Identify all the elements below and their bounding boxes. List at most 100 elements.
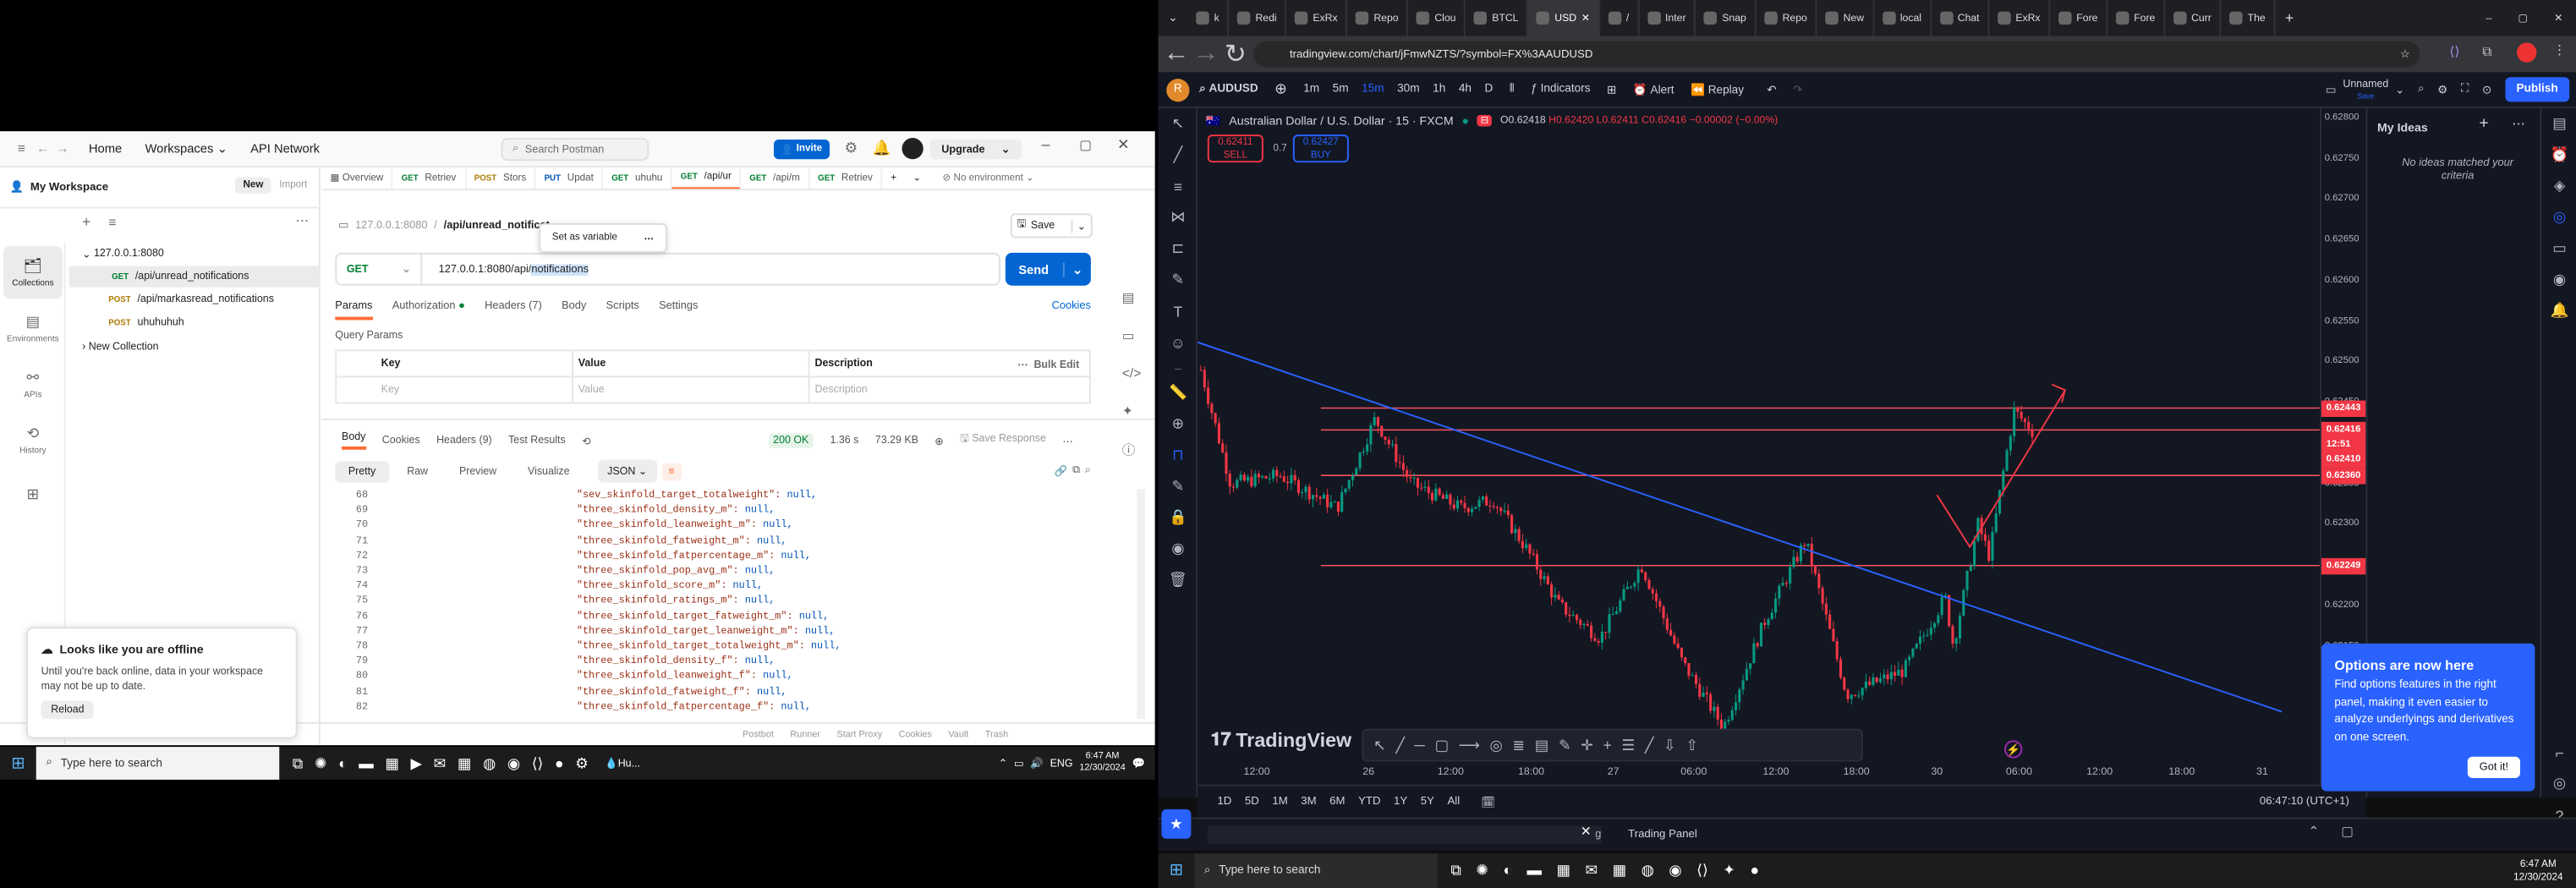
layout-name[interactable]: ▭ Unnamed Save ⌄ bbox=[2325, 78, 2405, 100]
postman-icon[interactable]: ● bbox=[554, 754, 564, 771]
interval-option[interactable]: 4h bbox=[1458, 83, 1472, 96]
tab-request[interactable]: GET uhuhu bbox=[604, 167, 673, 189]
tab-scripts[interactable]: Scripts bbox=[606, 300, 639, 312]
reload-button[interactable]: Reload bbox=[41, 700, 95, 720]
symbol-search[interactable]: ⌕ AUDUSD bbox=[1199, 83, 1258, 96]
close-icon[interactable]: ✕ bbox=[1580, 824, 1592, 839]
object-tree-icon[interactable]: ◈ bbox=[2553, 177, 2566, 195]
tradingview-logo[interactable]: 𝟏𝟕 TradingView bbox=[1211, 729, 1351, 752]
store-icon[interactable]: ▦ bbox=[385, 754, 399, 771]
eye-icon[interactable]: ◉ bbox=[1171, 540, 1185, 556]
magnet-icon[interactable]: ⊓ bbox=[1172, 446, 1184, 463]
new-tab-icon[interactable]: + bbox=[2285, 9, 2294, 27]
more-icon[interactable]: ⋯ bbox=[644, 233, 655, 244]
trading-panel-label[interactable]: Trading Panel bbox=[1628, 829, 1697, 841]
tab-params[interactable]: Params bbox=[335, 300, 373, 321]
vscode-icon[interactable]: ⟨⟩ bbox=[1696, 861, 1708, 879]
status-runner[interactable]: Runner bbox=[790, 729, 821, 740]
status-vault[interactable]: Vault bbox=[948, 729, 969, 740]
brush-tool-icon[interactable]: ✎ bbox=[1558, 736, 1571, 753]
browser-tab[interactable]: Fore bbox=[2050, 0, 2108, 36]
forward-icon[interactable]: → bbox=[56, 140, 69, 156]
rail-environments[interactable]: ▤ Environments bbox=[3, 302, 63, 354]
tree-item[interactable]: GET/api/unread_notifications bbox=[69, 266, 321, 288]
nav-home[interactable]: Home bbox=[88, 140, 123, 156]
scrollbar[interactable] bbox=[1137, 489, 1145, 720]
tab-test-results[interactable]: Test Results bbox=[508, 435, 566, 447]
volume-icon[interactable]: 🔊 bbox=[1030, 758, 1044, 770]
utc-clock[interactable]: 06:47:10 (UTC+1) bbox=[2259, 796, 2349, 808]
browser-tab[interactable]: The bbox=[2222, 0, 2276, 36]
emoji-tool-icon[interactable]: ☺ bbox=[1170, 333, 1186, 351]
tab-body[interactable]: Body bbox=[342, 431, 366, 450]
value-cell[interactable]: Value bbox=[572, 375, 810, 404]
brush-tool-icon[interactable]: ✎ bbox=[1171, 271, 1185, 288]
tab-request[interactable]: GET Retriev bbox=[393, 167, 467, 189]
lock-drawings-icon[interactable]: ✎ bbox=[1171, 477, 1185, 495]
range-option[interactable]: 1D bbox=[1217, 796, 1232, 808]
more-icon[interactable]: ⋯ bbox=[2512, 116, 2525, 132]
calendar-icon[interactable]: 🗓 bbox=[1481, 797, 1496, 809]
range-option[interactable]: 6M bbox=[1329, 796, 1346, 808]
chrome-icon[interactable]: ◉ bbox=[507, 754, 521, 771]
browser-tab[interactable]: Redi bbox=[1229, 0, 1287, 36]
save-button[interactable]: 🖫 Save ⌄ bbox=[1010, 213, 1093, 238]
browser-tab[interactable]: USD ✕ bbox=[1528, 0, 1600, 36]
key-cell[interactable]: Key bbox=[335, 375, 573, 404]
close-icon[interactable]: ✕ bbox=[1116, 136, 1130, 153]
close-icon[interactable]: ✕ bbox=[2554, 12, 2563, 25]
publish-button[interactable]: Publish bbox=[2504, 77, 2570, 102]
sell-button[interactable]: 0.62411 SELL bbox=[1207, 134, 1263, 163]
chevron-up-icon[interactable]: ⌃ bbox=[998, 758, 1008, 770]
tab-request[interactable]: GET Retriev bbox=[809, 167, 883, 189]
taskbar-search[interactable]: ⌕ Type here to search bbox=[1194, 853, 1438, 888]
watchlist-icon[interactable]: ▤ bbox=[2552, 114, 2567, 132]
import-button[interactable]: Import bbox=[279, 180, 308, 191]
options-icon[interactable]: ⌐ bbox=[2555, 744, 2564, 761]
range-option[interactable]: 1Y bbox=[1394, 796, 1408, 808]
tab-settings[interactable]: Settings bbox=[659, 300, 699, 312]
bulk-edit[interactable]: ⋯ Bulk Edit bbox=[1017, 359, 1080, 370]
arrow-up-icon[interactable]: ⇧ bbox=[1685, 736, 1698, 753]
copilot-app-icon[interactable]: ✦ bbox=[1723, 861, 1735, 879]
interval-option[interactable]: 30m bbox=[1397, 83, 1420, 96]
redo-icon[interactable]: ↷ bbox=[1793, 84, 1803, 96]
nav-workspaces[interactable]: Workspaces ⌄ bbox=[145, 141, 227, 156]
vscode-icon[interactable]: ⟨⟩ bbox=[531, 754, 544, 771]
alerts-clock-icon[interactable]: ⏰ bbox=[2550, 145, 2569, 163]
fib-tool-icon[interactable]: ≡ bbox=[1173, 178, 1182, 195]
favorite-star-icon[interactable]: ★ bbox=[1161, 809, 1192, 839]
browser-tab[interactable]: Fore bbox=[2107, 0, 2166, 36]
network-icon[interactable]: ▭ bbox=[1013, 758, 1024, 770]
outlook-icon[interactable]: ✉ bbox=[433, 754, 447, 771]
weather-label[interactable]: Hu... bbox=[617, 757, 640, 770]
view-visualize[interactable]: Visualize bbox=[528, 465, 570, 477]
back-icon[interactable]: ← bbox=[36, 140, 50, 156]
chart-type-icon[interactable]: ⦀ bbox=[1509, 83, 1515, 95]
replay-button[interactable]: ⏪ Replay bbox=[1691, 83, 1744, 96]
method-select[interactable]: GET ⌄ bbox=[337, 254, 423, 284]
rail-collections[interactable]: 🗂 Collections bbox=[3, 246, 63, 299]
tab-cookies[interactable]: Cookies bbox=[381, 435, 420, 447]
menu-icon[interactable]: ≡ bbox=[17, 140, 25, 156]
browser-tab[interactable]: Repo bbox=[1757, 0, 1817, 36]
quick-search-icon[interactable]: ⌕ bbox=[2417, 83, 2425, 95]
file-explorer-icon[interactable]: ▬ bbox=[359, 754, 374, 771]
edge-icon[interactable]: ◐ bbox=[1503, 861, 1513, 879]
minimize-icon[interactable]: – bbox=[1041, 136, 1050, 153]
chevron-down-icon[interactable]: ⌄ bbox=[913, 173, 922, 184]
cross-tool-icon[interactable]: ✛ bbox=[1581, 736, 1593, 753]
settings-icon[interactable]: ⚙ bbox=[575, 754, 589, 771]
sparkle-icon[interactable]: ✦ bbox=[1121, 403, 1133, 419]
range-option[interactable]: 3M bbox=[1301, 796, 1317, 808]
extensions-icon[interactable]: ⧉ bbox=[2482, 44, 2492, 59]
status-proxy[interactable]: Start Proxy bbox=[836, 729, 883, 740]
tree-root[interactable]: ⌄ 127.0.0.1:8080 bbox=[82, 243, 164, 264]
settings-gear-icon[interactable]: ⚙ bbox=[844, 139, 858, 156]
chart-canvas[interactable]: 12:00 26 12:00 18:00 27 06:00 12:00 18:00 30 06:0… bbox=[1198, 108, 2320, 785]
set-variable-option[interactable]: Set as variable bbox=[551, 233, 617, 244]
windows-start-icon[interactable]: ⊞ bbox=[1169, 861, 1184, 880]
excel-icon[interactable]: ▦ bbox=[457, 754, 472, 771]
view-pretty[interactable]: Pretty bbox=[335, 460, 389, 482]
compare-add-icon[interactable]: ⊕ bbox=[1274, 80, 1287, 97]
